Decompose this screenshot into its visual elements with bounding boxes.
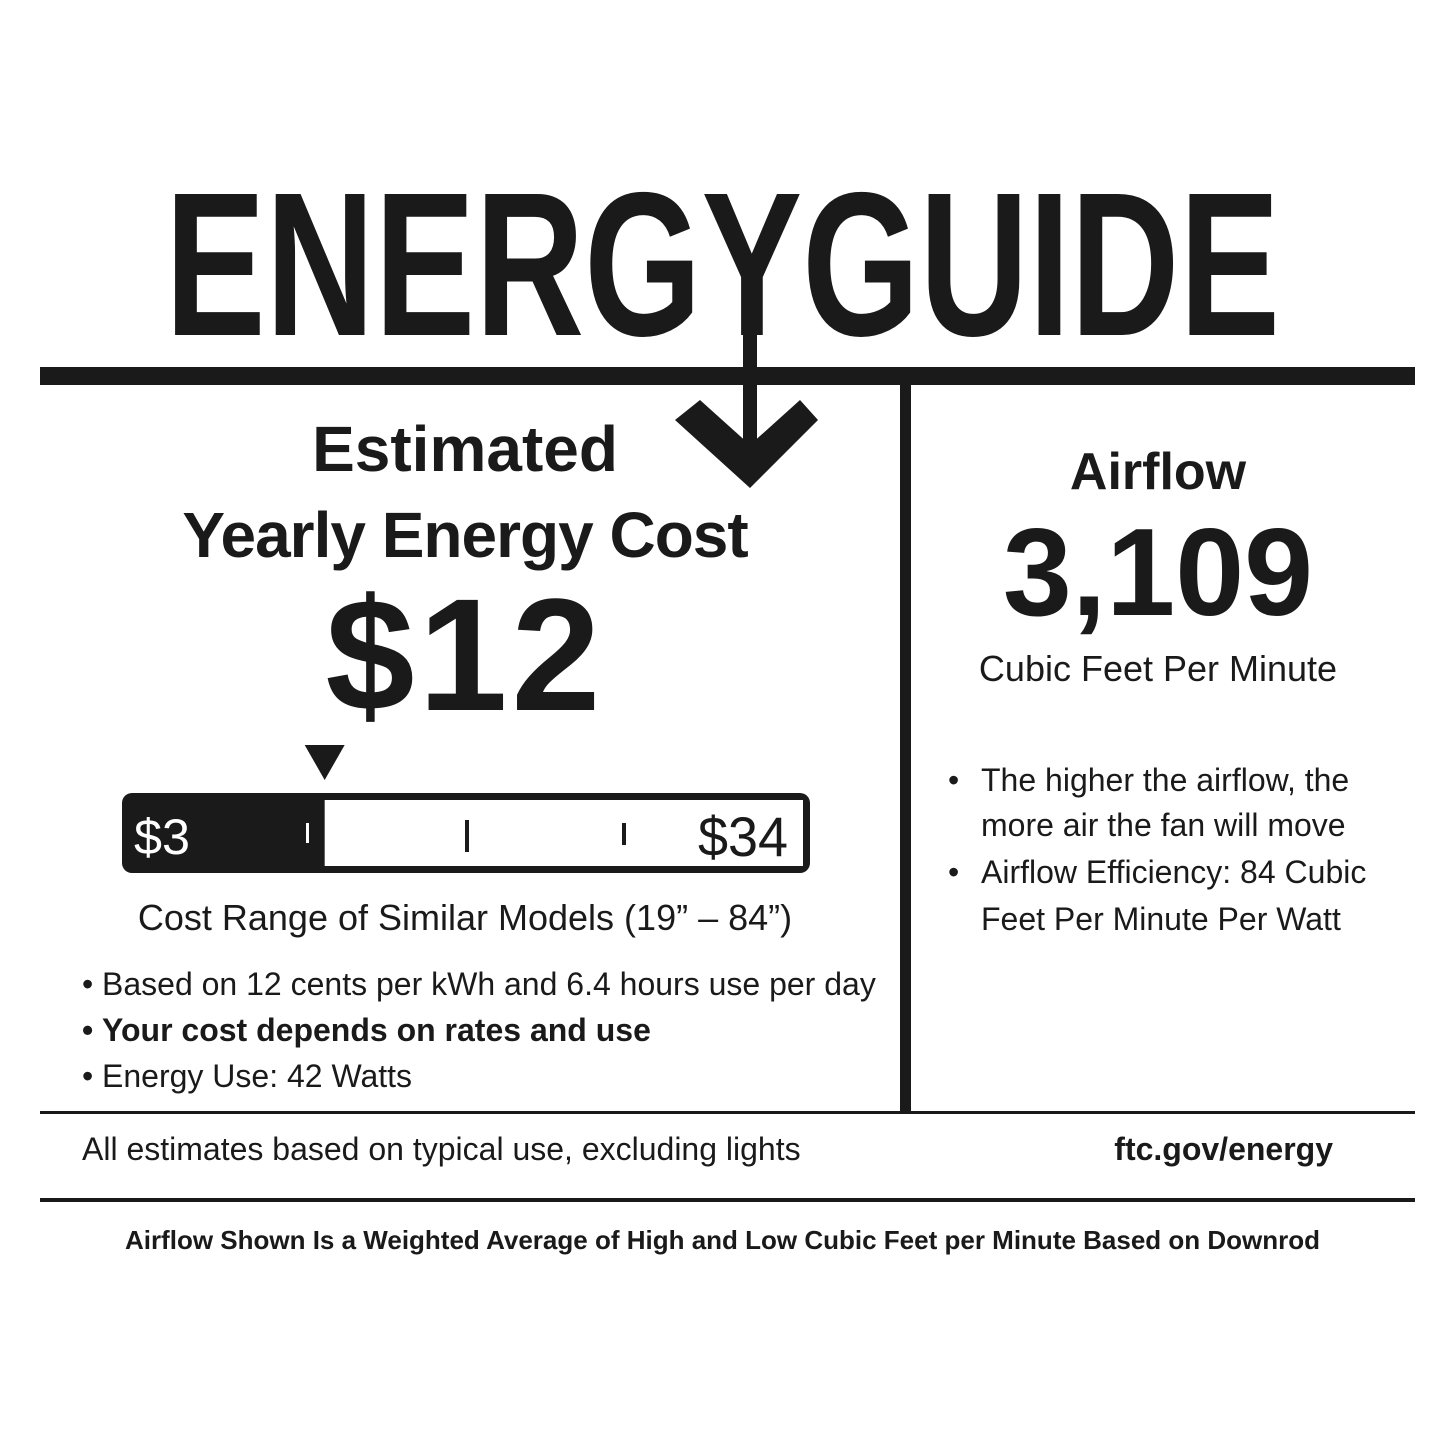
cost-bullet: • Energy Use: 42 Watts bbox=[82, 1058, 413, 1094]
cost-heading-line2: Yearly Energy Cost bbox=[182, 499, 748, 571]
yearly-cost-value: $12 bbox=[325, 565, 605, 744]
airflow-disclaimer: Airflow Shown Is a Weighted Average of H… bbox=[124, 1225, 1321, 1255]
title-text: ENERGYGUIDE bbox=[165, 180, 1280, 345]
scale-tick bbox=[622, 823, 626, 845]
scale-min-label: $3 bbox=[134, 809, 190, 865]
footer-divider bbox=[40, 1111, 1415, 1114]
column-divider bbox=[900, 385, 911, 1113]
airflow-value: 3,109 bbox=[1002, 504, 1314, 642]
cost-range-scale: $3 $34 bbox=[122, 745, 810, 873]
airflow-bullet: • The higher the airflow, the more air the… bbox=[948, 762, 1350, 843]
cost-bullet: • Based on 12 cents per kWh and 6.4 hours… bbox=[82, 966, 876, 1002]
bottom-divider bbox=[40, 1198, 1415, 1202]
scale-max-label: $34 bbox=[698, 805, 788, 868]
scale-range-above bbox=[324, 800, 803, 866]
scale-tick bbox=[465, 820, 469, 852]
top-divider bbox=[40, 367, 1415, 385]
cost-heading-line1: Estimated bbox=[312, 413, 618, 485]
arrow-down-icon bbox=[675, 320, 818, 488]
scale-tick bbox=[306, 823, 309, 843]
energyguide-title: ENERGYGUIDE bbox=[165, 180, 1280, 345]
airflow-heading: Airflow bbox=[1069, 443, 1247, 501]
airflow-unit: Cubic Feet Per Minute bbox=[978, 648, 1338, 689]
current-cost-marker bbox=[304, 745, 345, 780]
estimates-note: All estimates based on typical use, excl… bbox=[82, 1131, 801, 1167]
cost-range-caption: Cost Range of Similar Models (19” – 84”) bbox=[137, 897, 793, 938]
ftc-link[interactable]: ftc.gov/energy bbox=[1114, 1131, 1333, 1167]
cost-bullet: • Your cost depends on rates and use bbox=[82, 1012, 651, 1048]
airflow-bullet: • Airflow Efficiency: 84 Cubic Feet Per Mi… bbox=[948, 854, 1367, 937]
